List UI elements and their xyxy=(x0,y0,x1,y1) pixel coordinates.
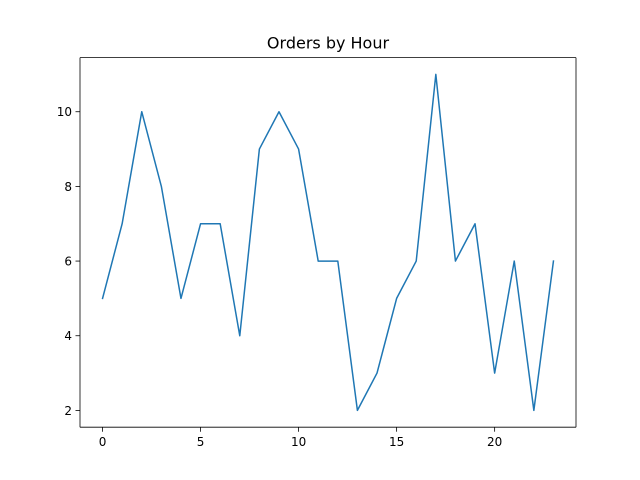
y-tick-label-10: 10 xyxy=(57,105,72,119)
series-line-0 xyxy=(101,73,555,412)
y-tick-label-4: 4 xyxy=(64,329,72,343)
x-tick-label-10: 10 xyxy=(291,435,306,449)
x-tick-label-20: 20 xyxy=(487,435,502,449)
plot-area: 0 5 10 15 20 2 4 6 8 10 xyxy=(57,57,577,449)
y-tick-label-2: 2 xyxy=(64,404,72,418)
y-tick-label-8: 8 xyxy=(64,180,72,194)
x-tick-label-15: 15 xyxy=(389,435,404,449)
y-tick-label-6: 6 xyxy=(64,255,72,269)
x-tick-label-0: 0 xyxy=(99,435,107,449)
chart-title: Orders by Hour xyxy=(267,34,390,53)
x-tick-label-5: 5 xyxy=(197,435,205,449)
